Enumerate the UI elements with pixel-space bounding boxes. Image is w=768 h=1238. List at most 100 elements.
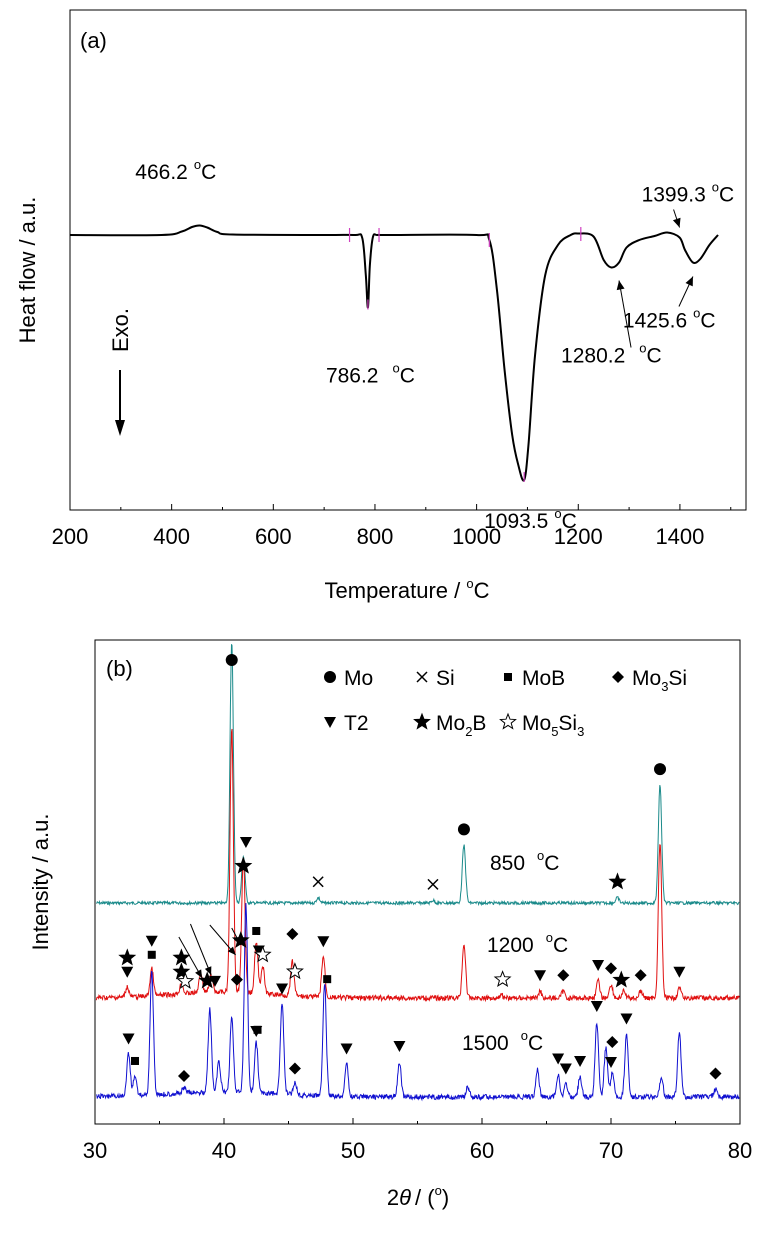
degree-sign-b: o xyxy=(435,1183,442,1198)
degree-sign-a: o xyxy=(466,576,473,591)
diamond-marker xyxy=(288,1062,301,1075)
x-tick-label-a: 1400 xyxy=(655,524,704,549)
circle-marker xyxy=(225,654,238,666)
star-marker xyxy=(231,931,250,948)
square-marker xyxy=(253,1025,262,1034)
xrd-pattern-1500 xyxy=(96,902,740,1102)
plot-frame-b xyxy=(94,639,741,1125)
triangle-down-marker xyxy=(605,1056,617,1068)
peak-annotation: 1399.3 oC xyxy=(642,180,735,207)
peak-annotation: 466.2 oC xyxy=(135,157,216,184)
series-label-850: 850 oC xyxy=(490,848,559,875)
legend-diamond xyxy=(612,671,624,683)
annotation-arrow-head xyxy=(616,280,625,291)
x-ticks-b xyxy=(94,1118,741,1124)
phase-markers xyxy=(118,654,722,1082)
series-label-1500: 1500 oC xyxy=(462,1028,543,1055)
legend-square xyxy=(504,673,512,681)
square-marker xyxy=(323,975,332,984)
legend-label: Mo2B xyxy=(436,712,486,739)
degree-sign: o xyxy=(521,1028,528,1043)
triangle-down-marker xyxy=(673,966,686,978)
triangle-down-marker xyxy=(145,935,158,947)
peak-annotation: 1425.6 oC xyxy=(623,306,716,333)
legend-label: Mo5Si3 xyxy=(522,712,584,739)
peak-annotation: 1093.5 oC xyxy=(484,506,577,533)
diamond-marker xyxy=(230,973,243,986)
x-tick-labels-a: 200 400 600 800 1000 1200 1400 xyxy=(52,524,705,549)
x-tick-label-b: 60 xyxy=(470,1138,494,1163)
triangle-down-marker xyxy=(276,983,289,995)
peak-annotations: 466.2 oC 786.2 oC 1093.5 oC 1280.2 oC 1399.3 oC 14… xyxy=(135,157,734,533)
cross-marker xyxy=(312,876,324,888)
star-marker xyxy=(172,948,191,966)
star-open-marker xyxy=(176,971,195,989)
legend-triangle-down xyxy=(324,717,336,728)
dsc-chart: (a) 200 400 600 800 1000 1200 1400 466.2 oC 786.… xyxy=(15,9,747,603)
x-tick-label-a: 400 xyxy=(153,524,190,549)
x-tick-label-a: 1000 xyxy=(452,524,501,549)
diamond-marker xyxy=(557,969,570,982)
annotation-arrow-head xyxy=(672,217,681,228)
annotation-arrow xyxy=(618,280,632,348)
triangle-down-marker xyxy=(620,1013,633,1025)
peak-annotation: 1280.2 oC xyxy=(561,341,662,368)
star-marker xyxy=(198,971,217,989)
square-marker xyxy=(252,926,261,935)
x-tick-label-a: 800 xyxy=(357,524,394,549)
legend-label: T2 xyxy=(344,712,369,735)
circle-marker xyxy=(654,763,667,776)
triangle-down-marker xyxy=(592,960,605,971)
x-tick-labels-b: 30 40 50 60 70 80 xyxy=(83,1138,752,1163)
diamond-marker xyxy=(634,969,647,982)
legend-circle xyxy=(324,671,336,683)
x-tick-label-a: 200 xyxy=(52,524,89,549)
peak-annotation: 786.2 oC xyxy=(326,361,415,388)
x-axis-label-b: 2θ / (o) xyxy=(387,1183,449,1210)
panel-label-b: (b) xyxy=(106,656,133,681)
triangle-down-marker xyxy=(574,1056,587,1067)
exo-arrow-head xyxy=(115,420,125,436)
annotation-arrow-head xyxy=(685,276,693,287)
y-axis-label-b: Intensity / a.u. xyxy=(28,814,53,951)
star-marker xyxy=(118,948,137,966)
exo-label: Exo. xyxy=(108,308,133,352)
star-marker xyxy=(172,962,191,980)
legend-label: Si xyxy=(436,667,455,690)
legend-star xyxy=(413,712,431,730)
y-axis-label-a: Heat flow / a.u. xyxy=(15,197,40,344)
x-tick-label-a: 1200 xyxy=(554,524,603,549)
triangle-down-marker xyxy=(552,1053,565,1065)
marker-arrow-head xyxy=(227,946,236,955)
triangle-down-marker xyxy=(239,837,252,848)
panel-label-a: (a) xyxy=(80,28,107,53)
star-open-marker xyxy=(493,970,512,988)
legend-cross xyxy=(416,671,428,683)
star-marker xyxy=(608,872,627,890)
circle-marker xyxy=(457,823,470,836)
triangle-down-marker xyxy=(317,936,330,948)
legend-label: MoB xyxy=(522,667,565,690)
legend-label: Mo3Si xyxy=(632,667,687,694)
xrd-chart: (b) 30 40 50 60 70 80 850 oC 1200 oC 1500 oC Mo S… xyxy=(28,639,752,1210)
triangle-down-marker xyxy=(534,970,547,982)
diamond-marker xyxy=(286,928,299,940)
marker-arrow-head xyxy=(195,969,203,978)
marker-arrow xyxy=(189,923,212,976)
marker-arrows xyxy=(178,923,242,979)
x-tick-label-b: 80 xyxy=(728,1138,752,1163)
degree-sign: o xyxy=(546,930,553,945)
legend: Mo Si MoB Mo3Si T2 Mo2B Mo5Si3 xyxy=(324,667,687,739)
dsc-curve xyxy=(69,224,719,482)
xrd-pattern-850 xyxy=(96,644,740,907)
x-axis-label-a: Temperature / oC xyxy=(325,576,490,603)
x-tick-label-a: 600 xyxy=(255,524,292,549)
triangle-down-marker xyxy=(340,1043,353,1055)
marker-arrow-head xyxy=(204,966,212,975)
degree-sign: o xyxy=(537,848,544,863)
triangle-down-marker xyxy=(393,1041,406,1052)
xrd-pattern-1200 xyxy=(95,728,740,1003)
onset-markers xyxy=(348,227,582,482)
star-open-marker xyxy=(285,962,304,980)
